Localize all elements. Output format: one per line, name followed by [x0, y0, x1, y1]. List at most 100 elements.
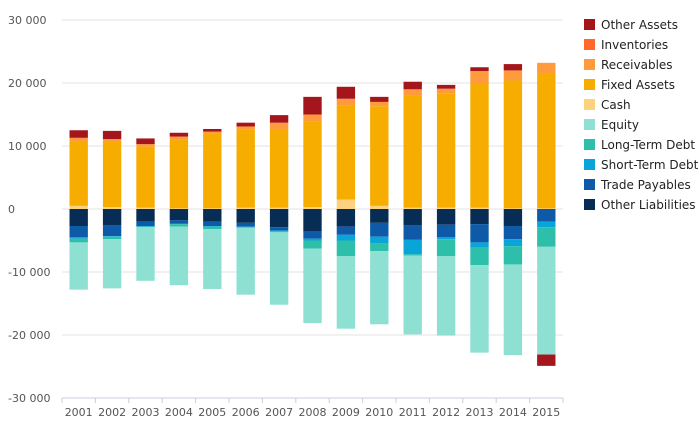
- x-tick-label: 2009: [332, 406, 360, 419]
- bar-segment: [436, 88, 456, 94]
- bar-segment: [203, 208, 222, 209]
- legend-swatch: [584, 159, 595, 170]
- bar-segment: [303, 238, 322, 241]
- legend-swatch: [584, 99, 595, 110]
- x-tick-label: 2006: [232, 406, 260, 419]
- bar-segment: [436, 93, 456, 208]
- legend-swatch: [584, 179, 595, 190]
- x-tick-label: 2011: [399, 406, 427, 419]
- bar-segment: [403, 254, 422, 256]
- bar-segment: [503, 239, 523, 247]
- bar-segment: [470, 83, 489, 208]
- bar-segment: [370, 209, 389, 223]
- bar-segment: [236, 226, 255, 228]
- bar-segment: [470, 71, 489, 83]
- bar-segment: [336, 256, 356, 329]
- bar-segment: [503, 70, 523, 81]
- y-tick-label: 0: [8, 203, 15, 216]
- x-tick-label: 2010: [365, 406, 393, 419]
- bar-segment: [236, 126, 255, 130]
- bar-segment: [436, 256, 456, 336]
- bar-segment: [436, 207, 456, 209]
- bar-segment: [169, 209, 189, 221]
- bar-segment: [236, 129, 255, 208]
- bar-segment: [336, 234, 356, 241]
- legend-label: Trade Payables: [600, 178, 691, 192]
- bar-segment: [269, 115, 289, 123]
- bar-segment: [169, 226, 189, 286]
- legend-label: Other Assets: [601, 18, 678, 32]
- bar-segment: [69, 137, 88, 141]
- bar-segment: [136, 226, 155, 227]
- bar-segment: [203, 133, 222, 209]
- bar-segment: [503, 209, 523, 227]
- bar-segment: [303, 248, 322, 324]
- bar-segment: [370, 205, 389, 209]
- bar-segment: [269, 227, 289, 231]
- legend-label: Receivables: [601, 58, 673, 72]
- bar-segment: [370, 106, 389, 206]
- bar-segment: [403, 255, 422, 335]
- bar-segment: [136, 138, 155, 145]
- bar-segment: [102, 209, 122, 226]
- bar-segment: [403, 207, 422, 209]
- y-tick-label: -20 000: [8, 329, 50, 342]
- bar-segment: [102, 236, 122, 240]
- bar-segment: [537, 73, 556, 209]
- bar-segment: [470, 224, 489, 243]
- bar-segment: [269, 230, 289, 232]
- legend-swatch: [584, 139, 595, 150]
- legend-swatch: [584, 19, 595, 30]
- bar-segment: [102, 225, 122, 237]
- bar-segment: [303, 121, 322, 208]
- bar-segment: [370, 96, 389, 102]
- bar-segment: [203, 226, 222, 230]
- bar-segment: [436, 224, 456, 238]
- bar-segment: [136, 144, 155, 147]
- bar-segment: [169, 220, 189, 224]
- bar-segment: [436, 209, 456, 225]
- bar-segment: [269, 122, 289, 129]
- bar-segment: [436, 237, 456, 240]
- bar-segment: [169, 208, 189, 209]
- bar-segment: [537, 209, 556, 210]
- legend-swatch: [584, 79, 595, 90]
- x-tick-label: 2005: [198, 406, 226, 419]
- bar-segment: [436, 239, 456, 257]
- bar-segment: [203, 229, 222, 290]
- bar-segment: [336, 98, 356, 106]
- bar-segment: [537, 221, 556, 228]
- bar-segment: [403, 225, 422, 240]
- bar-segment: [102, 239, 122, 289]
- bar-segment: [436, 84, 456, 89]
- legend-swatch: [584, 39, 595, 50]
- bar-segment: [203, 209, 222, 222]
- bar-segment: [203, 226, 222, 227]
- bar-segment: [69, 226, 88, 238]
- bar-segment: [169, 139, 189, 209]
- bar-segment: [169, 223, 189, 225]
- bar-segment: [136, 209, 155, 222]
- bar-segment: [236, 227, 255, 228]
- bar-segment: [403, 89, 422, 96]
- bar-segment: [503, 208, 523, 209]
- bar-segment: [537, 208, 556, 209]
- bar-segment: [470, 242, 489, 248]
- bar-segment: [69, 140, 88, 206]
- bar-segment: [102, 236, 122, 237]
- bar-segment: [303, 231, 322, 239]
- bar-segment: [269, 128, 289, 208]
- bar-segment: [470, 247, 489, 266]
- bar-segment: [370, 236, 389, 244]
- bar-segment: [169, 136, 189, 140]
- bar-segment: [69, 205, 88, 209]
- bar-segment: [336, 86, 356, 99]
- bar-segment: [69, 237, 88, 239]
- bar-segment: [236, 122, 255, 127]
- bar-segment: [203, 131, 222, 134]
- x-tick-label: 2003: [132, 406, 160, 419]
- y-tick-label: -30 000: [8, 392, 50, 405]
- bar-segment: [503, 80, 523, 209]
